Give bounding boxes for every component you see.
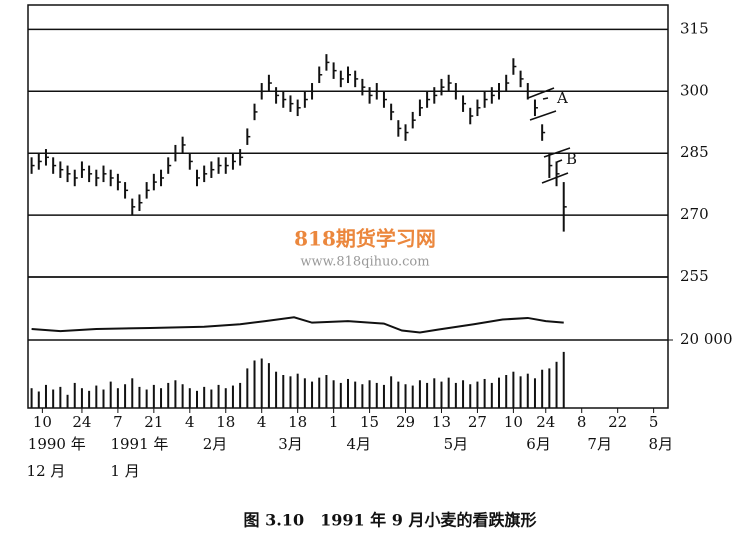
x-tick-label: 22: [608, 413, 627, 431]
x-month-label: 12 月: [27, 462, 66, 480]
x-month-label: 6月: [526, 435, 551, 453]
y-tick-label: 270: [680, 205, 709, 223]
y-tick-label: 255: [680, 267, 709, 285]
x-month-label: 3月: [278, 435, 303, 453]
plot-frame: [27, 4, 669, 409]
x-tick-label: 13: [432, 413, 451, 431]
x-month-label: 7月: [587, 435, 612, 453]
x-tick-label: 15: [360, 413, 379, 431]
x-tick-label: 24: [536, 413, 555, 431]
x-month-label: 2月: [203, 435, 228, 453]
y-tick-label: 315: [680, 19, 709, 37]
x-tick-label: 21: [144, 413, 163, 431]
x-tick-label: 18: [288, 413, 307, 431]
x-tick-label: 29: [396, 413, 415, 431]
x-tick-label: 10: [33, 413, 52, 431]
annotation: B: [566, 150, 577, 168]
open-interest-line: [31, 316, 564, 334]
x-month-label: 5月: [444, 435, 469, 453]
y-tick-label: 300: [680, 81, 709, 99]
y-tick-label: 20 000: [680, 330, 733, 348]
x-tick-label: 4: [257, 413, 267, 431]
x-tick-label: 18: [216, 413, 235, 431]
caption: 图 3.10 1991 年 9 月小麦的看跌旗形: [244, 511, 537, 530]
x-tick-label: 27: [468, 413, 487, 431]
x-tick-label: 8: [577, 413, 587, 431]
x-month-label: 1991 年: [110, 435, 168, 453]
x-month-label: 8月: [649, 435, 674, 453]
x-tick-label: 5: [649, 413, 659, 431]
x-tick-label: 7: [113, 413, 123, 431]
x-tick-label: 10: [504, 413, 523, 431]
annotation: A: [556, 89, 568, 107]
x-tick-label: 24: [72, 413, 91, 431]
watermark: 818期货学习网: [294, 227, 436, 251]
x-tick-label: 1: [329, 413, 339, 431]
x-month-label: 1 月: [110, 462, 139, 480]
x-month-label: 1990 年: [28, 435, 86, 453]
watermark-url: www.818qihuo.com: [300, 255, 429, 270]
y-tick-label: 285: [680, 143, 709, 161]
x-tick-label: 4: [185, 413, 195, 431]
x-month-label: 4月: [347, 435, 372, 453]
